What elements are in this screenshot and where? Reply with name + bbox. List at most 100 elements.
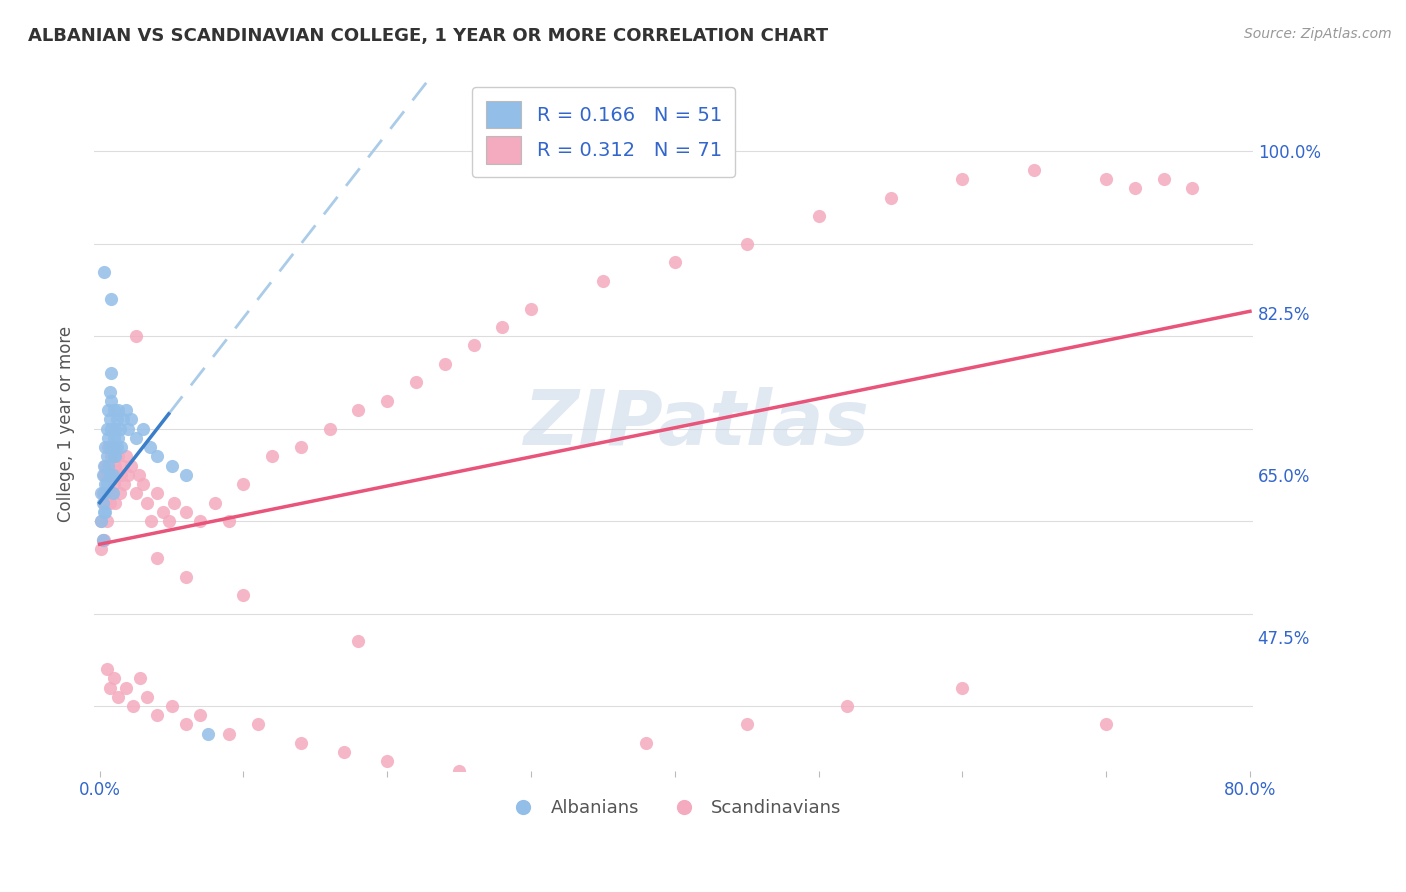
Point bbox=[103, 440, 125, 454]
Point bbox=[90, 541, 112, 556]
Point bbox=[375, 394, 398, 409]
Point bbox=[97, 431, 120, 445]
Point bbox=[112, 477, 135, 491]
Point bbox=[132, 477, 155, 491]
Point bbox=[120, 458, 142, 473]
Point bbox=[1095, 717, 1118, 731]
Point bbox=[110, 440, 132, 454]
Point bbox=[93, 533, 115, 547]
Point bbox=[188, 708, 211, 723]
Point bbox=[174, 505, 197, 519]
Legend: Albanians, Scandinavians: Albanians, Scandinavians bbox=[498, 791, 849, 824]
Point bbox=[188, 514, 211, 528]
Point bbox=[1153, 172, 1175, 186]
Point bbox=[174, 717, 197, 731]
Point bbox=[96, 467, 118, 482]
Point bbox=[950, 172, 973, 186]
Point bbox=[218, 514, 240, 528]
Point bbox=[290, 736, 312, 750]
Point bbox=[96, 662, 118, 676]
Point bbox=[807, 209, 830, 223]
Point bbox=[520, 772, 543, 787]
Point bbox=[146, 708, 169, 723]
Point bbox=[1024, 162, 1046, 177]
Point bbox=[117, 467, 139, 482]
Point bbox=[246, 717, 269, 731]
Point bbox=[174, 467, 197, 482]
Point bbox=[146, 486, 169, 500]
Point bbox=[105, 440, 128, 454]
Point bbox=[103, 403, 125, 417]
Point bbox=[152, 505, 174, 519]
Point bbox=[232, 477, 254, 491]
Point bbox=[129, 671, 152, 685]
Point bbox=[664, 255, 686, 269]
Point bbox=[97, 486, 120, 500]
Point bbox=[319, 422, 342, 436]
Point bbox=[101, 440, 124, 454]
Point bbox=[96, 477, 118, 491]
Point bbox=[290, 440, 312, 454]
Point bbox=[262, 450, 284, 464]
Y-axis label: College, 1 year or more: College, 1 year or more bbox=[58, 326, 75, 522]
Point bbox=[114, 681, 136, 695]
Point bbox=[104, 450, 127, 464]
Point bbox=[91, 486, 114, 500]
Point bbox=[110, 467, 132, 482]
Point bbox=[103, 431, 125, 445]
Point bbox=[100, 366, 122, 380]
Point bbox=[108, 422, 131, 436]
Point bbox=[114, 450, 136, 464]
Point bbox=[139, 440, 162, 454]
Point bbox=[98, 412, 121, 426]
Point bbox=[108, 486, 131, 500]
Point bbox=[128, 467, 150, 482]
Text: ZIPatlas: ZIPatlas bbox=[523, 387, 869, 461]
Point bbox=[104, 458, 127, 473]
Point bbox=[121, 698, 143, 713]
Point bbox=[100, 422, 122, 436]
Point bbox=[97, 458, 120, 473]
Point bbox=[98, 384, 121, 399]
Point bbox=[93, 505, 115, 519]
Point bbox=[163, 495, 186, 509]
Point bbox=[90, 514, 112, 528]
Point bbox=[520, 301, 543, 316]
Point bbox=[91, 533, 114, 547]
Point bbox=[333, 745, 356, 759]
Point bbox=[124, 431, 146, 445]
Point bbox=[124, 329, 146, 343]
Point bbox=[103, 477, 125, 491]
Point bbox=[98, 458, 121, 473]
Point bbox=[101, 486, 124, 500]
Point bbox=[160, 458, 183, 473]
Point bbox=[174, 569, 197, 583]
Point bbox=[117, 422, 139, 436]
Point bbox=[101, 467, 124, 482]
Point bbox=[107, 450, 129, 464]
Point bbox=[107, 431, 129, 445]
Point bbox=[103, 450, 125, 464]
Point bbox=[120, 412, 142, 426]
Point bbox=[98, 467, 121, 482]
Point bbox=[124, 486, 146, 500]
Point bbox=[157, 514, 180, 528]
Point bbox=[93, 486, 115, 500]
Point bbox=[136, 690, 159, 704]
Point bbox=[132, 422, 155, 436]
Point bbox=[405, 376, 427, 390]
Point bbox=[94, 505, 117, 519]
Point bbox=[1095, 172, 1118, 186]
Point bbox=[433, 357, 456, 371]
Point bbox=[94, 440, 117, 454]
Point bbox=[107, 403, 129, 417]
Point bbox=[197, 727, 219, 741]
Point bbox=[98, 681, 121, 695]
Point bbox=[91, 533, 114, 547]
Point bbox=[136, 495, 159, 509]
Point bbox=[107, 690, 129, 704]
Point bbox=[100, 450, 122, 464]
Point bbox=[592, 274, 614, 288]
Point bbox=[141, 514, 163, 528]
Point bbox=[97, 440, 120, 454]
